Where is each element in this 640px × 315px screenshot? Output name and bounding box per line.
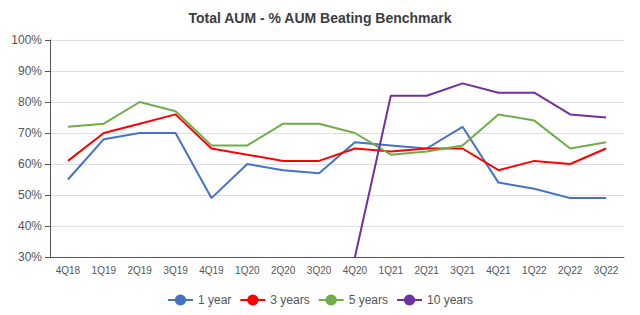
svg-text:10 years: 10 years — [427, 293, 473, 307]
svg-text:1Q19: 1Q19 — [92, 265, 117, 276]
svg-text:40%: 40% — [18, 219, 42, 233]
svg-text:3Q20: 3Q20 — [307, 265, 332, 276]
svg-text:3Q19: 3Q19 — [163, 265, 188, 276]
svg-text:70%: 70% — [18, 126, 42, 140]
svg-text:3 years: 3 years — [270, 293, 309, 307]
svg-text:100%: 100% — [11, 33, 42, 47]
svg-text:90%: 90% — [18, 64, 42, 78]
svg-text:4Q21: 4Q21 — [486, 265, 511, 276]
svg-text:60%: 60% — [18, 157, 42, 171]
svg-text:80%: 80% — [18, 95, 42, 109]
svg-text:2Q19: 2Q19 — [127, 265, 152, 276]
svg-text:Total AUM - % AUM Beating Benc: Total AUM - % AUM Beating Benchmark — [188, 10, 451, 26]
svg-text:1Q20: 1Q20 — [235, 265, 260, 276]
svg-text:4Q20: 4Q20 — [343, 265, 368, 276]
svg-text:5 years: 5 years — [349, 293, 388, 307]
svg-text:4Q18: 4Q18 — [56, 265, 81, 276]
svg-text:4Q19: 4Q19 — [199, 265, 224, 276]
svg-text:2Q20: 2Q20 — [271, 265, 296, 276]
svg-text:2Q22: 2Q22 — [558, 265, 583, 276]
svg-text:1Q21: 1Q21 — [379, 265, 404, 276]
svg-text:30%: 30% — [18, 250, 42, 264]
svg-text:2Q21: 2Q21 — [414, 265, 439, 276]
svg-text:3Q21: 3Q21 — [450, 265, 475, 276]
svg-text:50%: 50% — [18, 188, 42, 202]
svg-text:1Q22: 1Q22 — [522, 265, 547, 276]
svg-text:1 year: 1 year — [198, 293, 231, 307]
svg-text:3Q22: 3Q22 — [594, 265, 619, 276]
